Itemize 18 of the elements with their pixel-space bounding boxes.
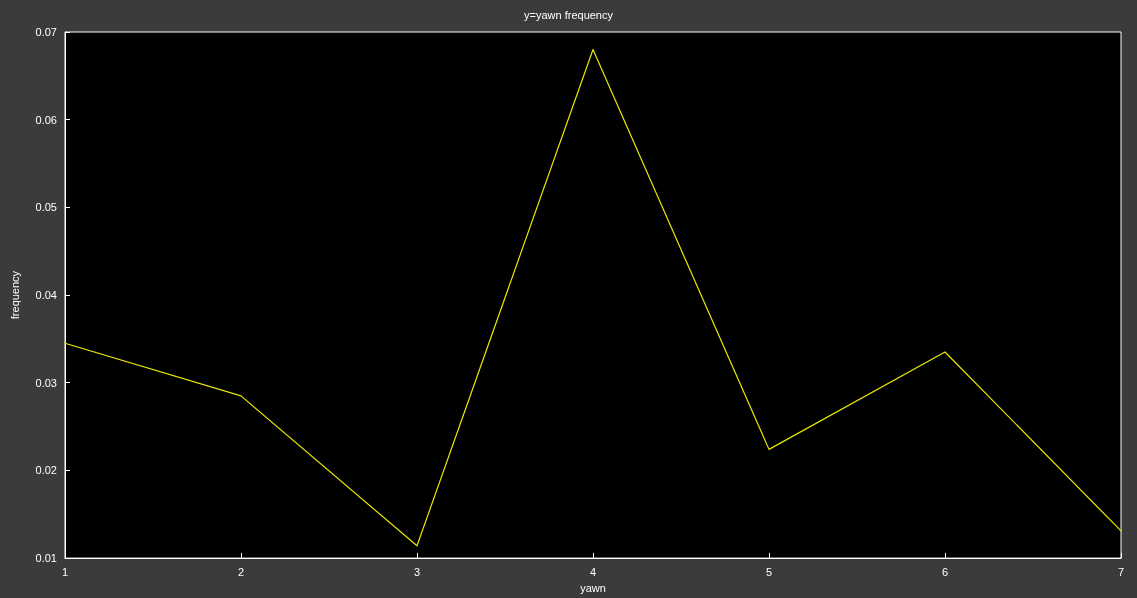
y-tick-label: 0.07 [35, 26, 57, 38]
y-tick-label: 0.04 [35, 289, 57, 302]
x-tick-label: 6 [941, 565, 949, 578]
x-tick-label: 7 [1117, 565, 1125, 578]
y-tick-label: 0.03 [35, 376, 57, 389]
line-series [64, 48, 1122, 547]
x-tick-label: 1 [61, 565, 69, 578]
chart-title: y=yawn frequency [524, 8, 614, 21]
x-axis-title: yawn [580, 581, 606, 594]
y-tick-label: 0.01 [35, 552, 57, 565]
y-tick-label: 0.05 [35, 201, 57, 214]
y-axis-title: frequency [8, 270, 21, 320]
y-tick-label: 0.02 [35, 464, 57, 477]
x-tick-label: 4 [589, 565, 597, 578]
y-tick-label: 0.06 [35, 113, 57, 126]
x-tick-label: 2 [237, 565, 245, 578]
x-tick-label: 5 [765, 565, 773, 578]
x-tick-label: 3 [413, 565, 421, 578]
